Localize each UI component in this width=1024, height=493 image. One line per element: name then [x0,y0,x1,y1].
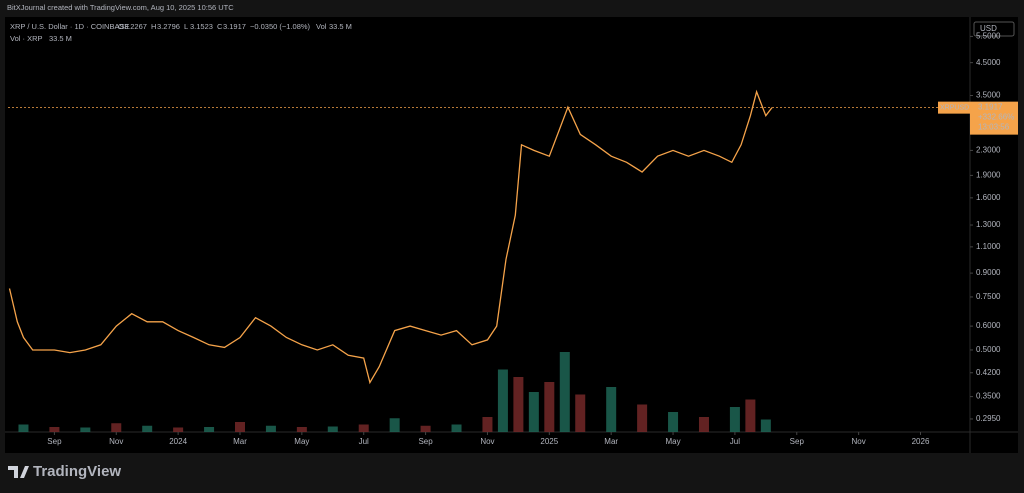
x-tick-label: Nov [109,437,123,446]
brand-logo [8,466,29,478]
price-label-change: +332.66% [978,113,1014,122]
vol-legend-value: 33.5 M [49,34,72,43]
attribution: BitXJournal created with TradingView.com… [7,3,234,12]
volume-bar [698,417,709,432]
y-tick-label: 2.3000 [976,146,1001,155]
volume-bar [296,427,307,432]
x-tick-label: May [665,437,680,446]
volume-bar [760,419,771,432]
y-tick-label: 1.1000 [976,242,1001,251]
symbol: XRP / U.S. Dollar · 1D · COINBASE [10,22,129,31]
volume-bar [745,399,756,432]
volume-bar [420,425,431,432]
volume-bar [606,387,617,432]
volume-bar [173,427,184,432]
x-tick-label: Nov [852,437,866,446]
x-tick-label: May [294,437,309,446]
y-tick-label: 1.6000 [976,193,1001,202]
volume-bar [451,424,462,432]
volume-bar [18,424,29,432]
volume-bar [544,382,555,432]
y-tick-label: 1.9000 [976,171,1001,180]
price-label-countdown: 13:03:56 [978,123,1010,132]
x-tick-label: Jul [730,437,740,446]
y-tick-label: 5.5000 [976,32,1001,41]
price-label-price: 3.1917 [978,103,1003,112]
volume-bar [729,407,740,432]
ohlc-key: C [217,22,223,31]
ohlc-value: 3.2796 [157,22,180,31]
x-tick-label: Mar [233,437,247,446]
ohlc-value: 3.1523 [190,22,213,31]
price-line [8,89,773,385]
vol-key: Vol [316,22,327,31]
y-tick-label: 4.5000 [976,58,1001,67]
volume-bar [80,427,91,432]
y-tick-label: 0.9000 [976,268,1001,277]
volume-bar [327,426,338,432]
ohlc-key: L [184,22,188,31]
ohlc-value: 3.2267 [124,22,147,31]
x-tick-label: 2024 [169,437,187,446]
x-tick-label: Sep [790,437,805,446]
y-tick-label: 0.4200 [976,368,1001,377]
y-tick-label: 1.3000 [976,220,1001,229]
volume-bar [497,369,508,432]
x-tick-label: Jul [359,437,369,446]
y-tick-label: 0.6000 [976,321,1001,330]
price-label-symbol: XRPUSD [940,104,969,111]
price-box [970,101,1018,135]
ohlc-value: 3.1917 [223,22,246,31]
brand: TradingView [33,463,121,480]
currency-box[interactable] [973,21,1015,37]
volume-bar [389,418,400,432]
x-tick-label: Sep [418,437,433,446]
y-tick-label: 0.5000 [976,345,1001,354]
x-tick-label: Sep [47,437,62,446]
x-tick-label: Nov [480,437,494,446]
ohlc-key: H [151,22,156,31]
volume-bar [668,412,679,432]
y-tick-label: 0.7500 [976,292,1001,301]
volume-bar [234,422,245,432]
x-tick-label: 2025 [540,437,558,446]
volume-bar [513,377,524,432]
volume-bar [528,392,539,432]
volume-bar [265,425,276,432]
vol-value: 33.5 M [329,22,352,31]
y-tick-label: 0.3500 [976,392,1001,401]
volume-bar [358,424,369,432]
volume-bar [482,417,493,432]
price-label-box [938,101,970,114]
y-tick-label: 3.5000 [976,91,1001,100]
volume-bar [637,404,648,432]
x-tick-label: Mar [604,437,618,446]
vol-legend: Vol · XRP [10,34,43,43]
ohlc-key: O [118,22,124,31]
volume-bar [204,427,215,432]
volume-bar [49,427,60,432]
volume-bar [142,425,153,432]
currency[interactable]: USD [980,24,997,33]
x-tick-label: 2026 [912,437,930,446]
ohlc: O 3.2267 H 3.2796 L 3.1523 C 3.1917 −0.0350 (−1.… [118,22,352,31]
volume-bar [559,352,570,432]
volume-bar [111,423,122,432]
y-tick-label: 0.2950 [976,414,1001,423]
volume-bar [575,394,586,432]
change: −0.0350 (−1.08%) [250,22,311,31]
